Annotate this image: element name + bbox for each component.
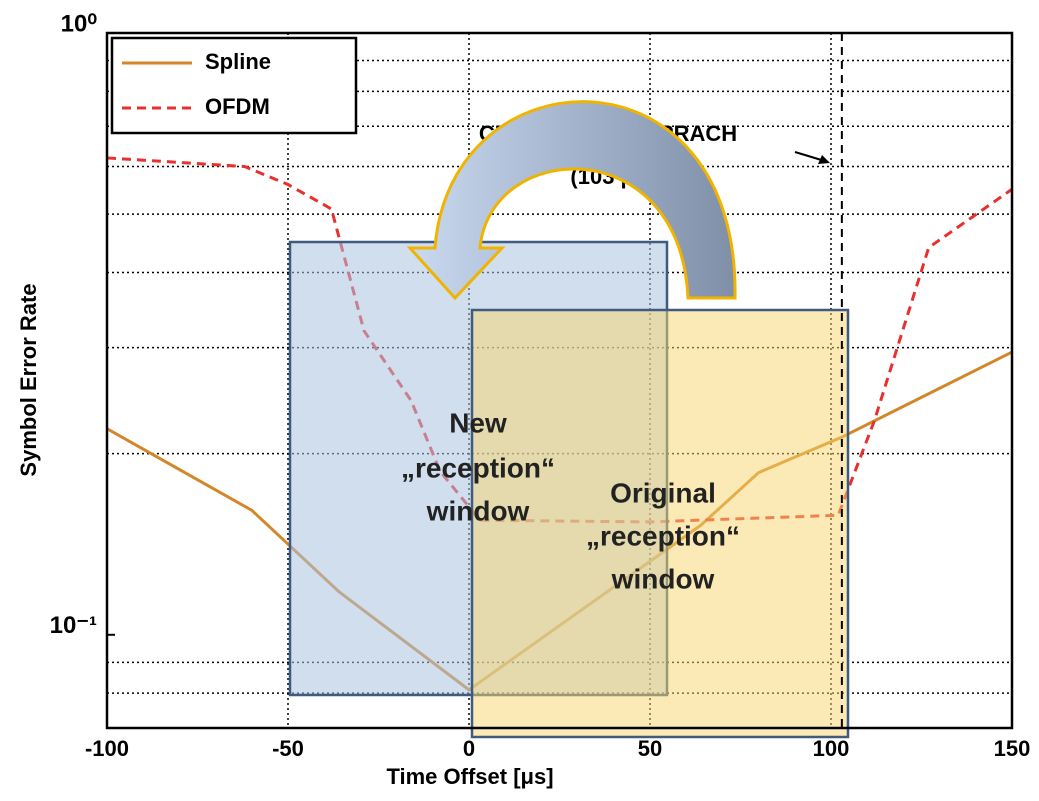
annotation-pointer-head: [818, 155, 830, 164]
window-label: window: [426, 495, 530, 526]
legend: [110, 36, 358, 135]
x-tick-label: 150: [994, 736, 1031, 761]
window-label: Original: [610, 477, 716, 508]
x-tick-label: -100: [85, 736, 129, 761]
legend-label: Spline: [205, 49, 271, 74]
x-tick-label: -50: [272, 736, 304, 761]
x-tick-label: 100: [813, 736, 850, 761]
window-label: window: [611, 563, 715, 594]
plot-frame: [105, 31, 1014, 730]
window-label: „reception“: [586, 520, 740, 551]
x-tick-label: 0: [463, 736, 475, 761]
series-line: [106, 156, 1013, 524]
shift-arrow: [406, 100, 737, 301]
y-axis-label: Symbol Error Rate: [16, 283, 41, 476]
y-tick-label: 10⁻¹: [50, 612, 97, 639]
legend-label: OFDM: [205, 94, 270, 119]
x-tick-label: 50: [638, 736, 662, 761]
window-label: New: [449, 407, 507, 438]
original-window-box: [470, 308, 850, 739]
window-label: „reception“: [401, 452, 555, 483]
x-axis-label: Time Offset [μs]: [386, 764, 553, 789]
y-tick-label: 10⁰: [61, 10, 98, 37]
